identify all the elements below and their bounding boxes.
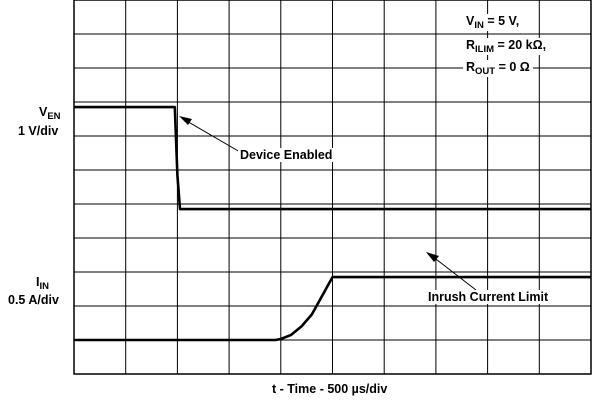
inrush-arrowhead bbox=[426, 252, 439, 262]
inrush-arrow bbox=[431, 255, 477, 291]
annotation-inrush-current-limit: Inrush Current Limit bbox=[426, 290, 551, 304]
annotation-arrows bbox=[179, 116, 477, 291]
grid bbox=[74, 0, 591, 374]
iin-trace bbox=[74, 275, 591, 342]
annotation-device-enabled: Device Enabled bbox=[238, 148, 335, 162]
iin-channel-scale: 0.5 A/div bbox=[8, 293, 59, 307]
iin-channel-label: IIN bbox=[36, 275, 49, 292]
ven-channel-label: VEN bbox=[39, 105, 61, 122]
condition-rout: ROUT = 0 Ω bbox=[463, 60, 533, 77]
device-enabled-arrowhead bbox=[179, 116, 192, 125]
x-axis-label: t - Time - 500 µs/div bbox=[272, 382, 388, 396]
ven-trace bbox=[74, 105, 591, 211]
device-enabled-arrow bbox=[184, 119, 241, 153]
condition-vin: VIN = 5 V, bbox=[463, 14, 523, 31]
condition-rilim: RILIM = 20 kΩ, bbox=[463, 38, 550, 55]
ven-channel-scale: 1 V/div bbox=[18, 124, 59, 138]
traces bbox=[74, 105, 591, 342]
plot-frame bbox=[73, 0, 592, 375]
